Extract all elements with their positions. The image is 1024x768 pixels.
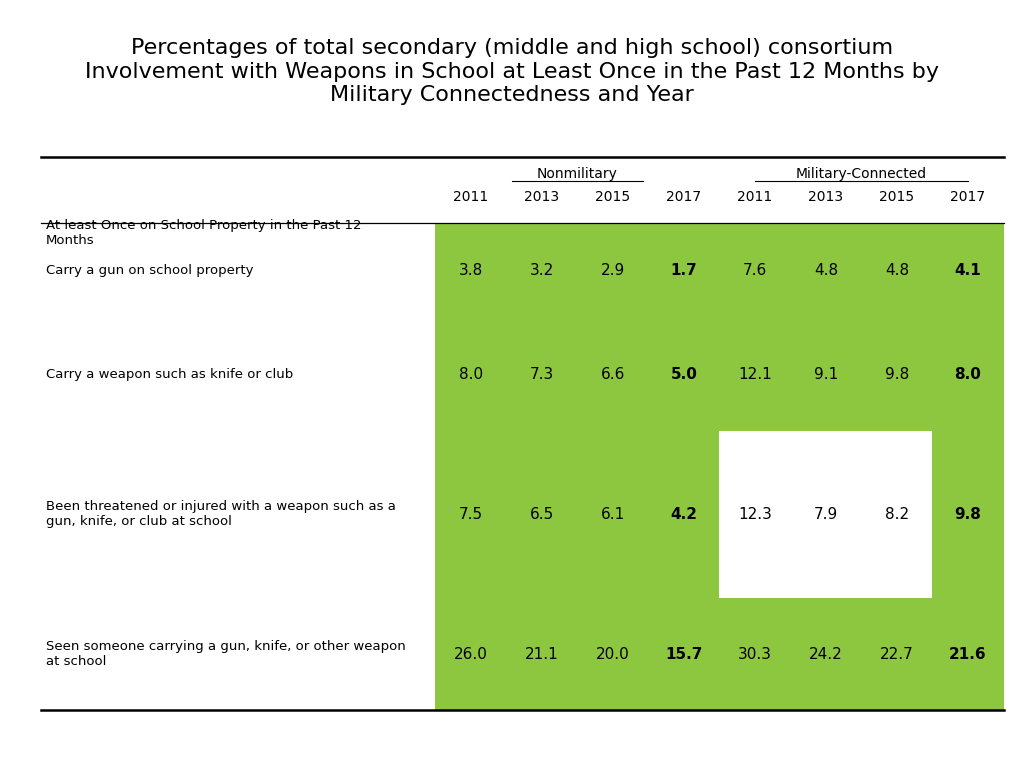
Text: Military-Connected: Military-Connected xyxy=(796,167,927,180)
Text: 21.6: 21.6 xyxy=(949,647,987,661)
Text: 6.5: 6.5 xyxy=(529,507,554,522)
Text: 7.3: 7.3 xyxy=(529,367,554,382)
Text: 9.8: 9.8 xyxy=(954,507,981,522)
Text: Seen someone carrying a gun, knife, or other weapon
at school: Seen someone carrying a gun, knife, or o… xyxy=(46,641,406,668)
Text: 2011: 2011 xyxy=(737,190,772,204)
Text: Been threatened or injured with a weapon such as a
gun, knife, or club at school: Been threatened or injured with a weapon… xyxy=(46,501,396,528)
Text: 1.7: 1.7 xyxy=(671,263,697,278)
Text: 7.6: 7.6 xyxy=(742,263,767,278)
Text: 7.9: 7.9 xyxy=(814,507,838,522)
Text: 6.6: 6.6 xyxy=(601,367,625,382)
Text: 2015: 2015 xyxy=(880,190,914,204)
Text: 8.2: 8.2 xyxy=(885,507,909,522)
Text: At least Once on School Property in the Past 12
Months: At least Once on School Property in the … xyxy=(46,219,361,247)
Text: 4.8: 4.8 xyxy=(885,263,909,278)
Text: 12.1: 12.1 xyxy=(738,367,772,382)
Text: 8.0: 8.0 xyxy=(954,367,981,382)
Text: 2013: 2013 xyxy=(524,190,559,204)
Text: 9.1: 9.1 xyxy=(814,367,838,382)
Text: Nonmilitary: Nonmilitary xyxy=(537,167,617,180)
Text: 4.1: 4.1 xyxy=(954,263,981,278)
Text: 24.2: 24.2 xyxy=(809,647,843,661)
Text: 4.2: 4.2 xyxy=(671,507,697,522)
Text: 3.2: 3.2 xyxy=(529,263,554,278)
Text: 2011: 2011 xyxy=(453,190,488,204)
Text: 2017: 2017 xyxy=(950,190,985,204)
Text: 15.7: 15.7 xyxy=(666,647,702,661)
Text: 21.1: 21.1 xyxy=(525,647,559,661)
Text: 6.1: 6.1 xyxy=(601,507,625,522)
Text: 9.8: 9.8 xyxy=(885,367,909,382)
Text: Carry a gun on school property: Carry a gun on school property xyxy=(46,264,254,277)
Text: 4.8: 4.8 xyxy=(814,263,838,278)
Text: 3.8: 3.8 xyxy=(459,263,483,278)
Text: 7.5: 7.5 xyxy=(459,507,482,522)
Text: 22.7: 22.7 xyxy=(880,647,913,661)
Text: 8.0: 8.0 xyxy=(459,367,482,382)
Text: 2013: 2013 xyxy=(808,190,844,204)
Text: Percentages of total secondary (middle and high school) consortium
Involvement w: Percentages of total secondary (middle a… xyxy=(85,38,939,104)
Text: 2.9: 2.9 xyxy=(601,263,625,278)
Text: 2017: 2017 xyxy=(667,190,701,204)
Text: 20.0: 20.0 xyxy=(596,647,630,661)
Text: Carry a weapon such as knife or club: Carry a weapon such as knife or club xyxy=(46,369,293,382)
Text: 26.0: 26.0 xyxy=(454,647,487,661)
Text: 2015: 2015 xyxy=(595,190,631,204)
Text: 30.3: 30.3 xyxy=(738,647,772,661)
Text: 5.0: 5.0 xyxy=(671,367,697,382)
Text: 12.3: 12.3 xyxy=(738,507,772,522)
